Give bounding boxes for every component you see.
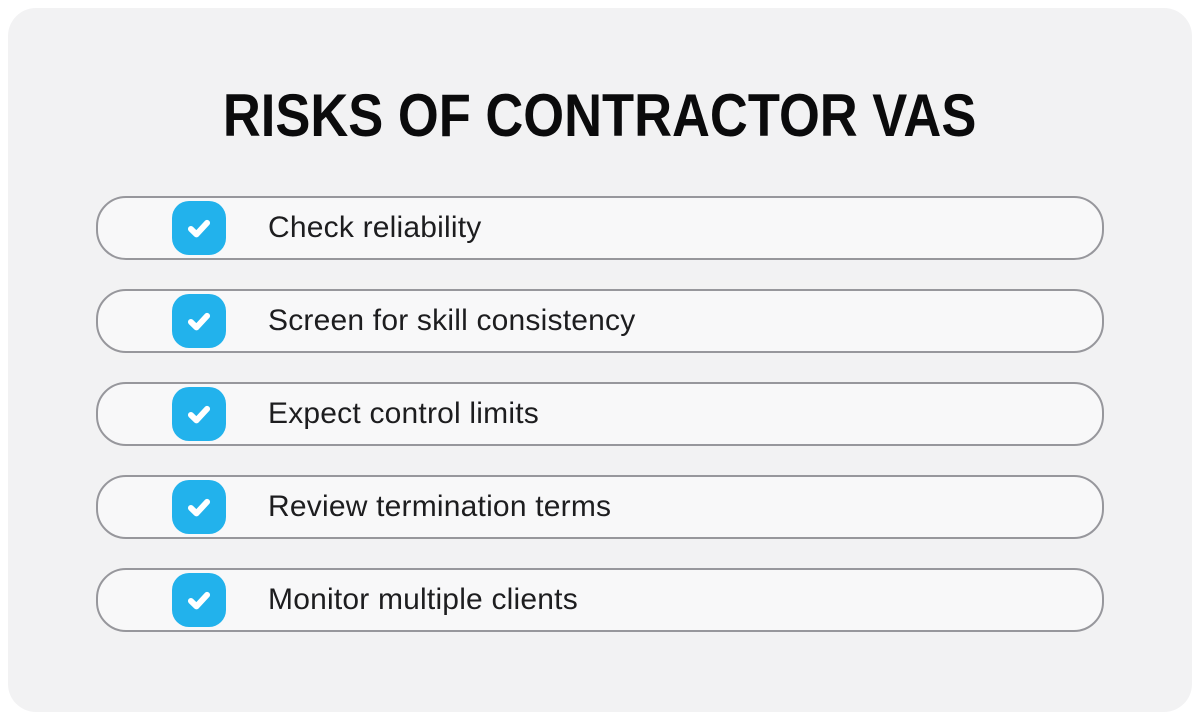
title-wrap: RISKS OF CONTRACTOR VAS [8,86,1192,146]
infographic-card: RISKS OF CONTRACTOR VAS Check reliabilit… [8,8,1192,712]
checklist-item-label: Check reliability [268,211,482,244]
checklist-row: Monitor multiple clients [96,568,1104,632]
checklist: Check reliability Screen for skill consi… [96,196,1104,632]
checked-checkbox-icon[interactable] [172,480,226,534]
checklist-item-label: Review termination terms [268,490,612,523]
checklist-row: Screen for skill consistency [96,289,1104,353]
checklist-item-label: Expect control limits [268,397,539,430]
page-title: RISKS OF CONTRACTOR VAS [223,82,977,149]
checklist-row: Review termination terms [96,475,1104,539]
checklist-item-label: Monitor multiple clients [268,583,578,616]
checked-checkbox-icon[interactable] [172,201,226,255]
checked-checkbox-icon[interactable] [172,294,226,348]
checklist-row: Expect control limits [96,382,1104,446]
checklist-item-label: Screen for skill consistency [268,304,636,337]
checked-checkbox-icon[interactable] [172,387,226,441]
checked-checkbox-icon[interactable] [172,573,226,627]
checklist-row: Check reliability [96,196,1104,260]
